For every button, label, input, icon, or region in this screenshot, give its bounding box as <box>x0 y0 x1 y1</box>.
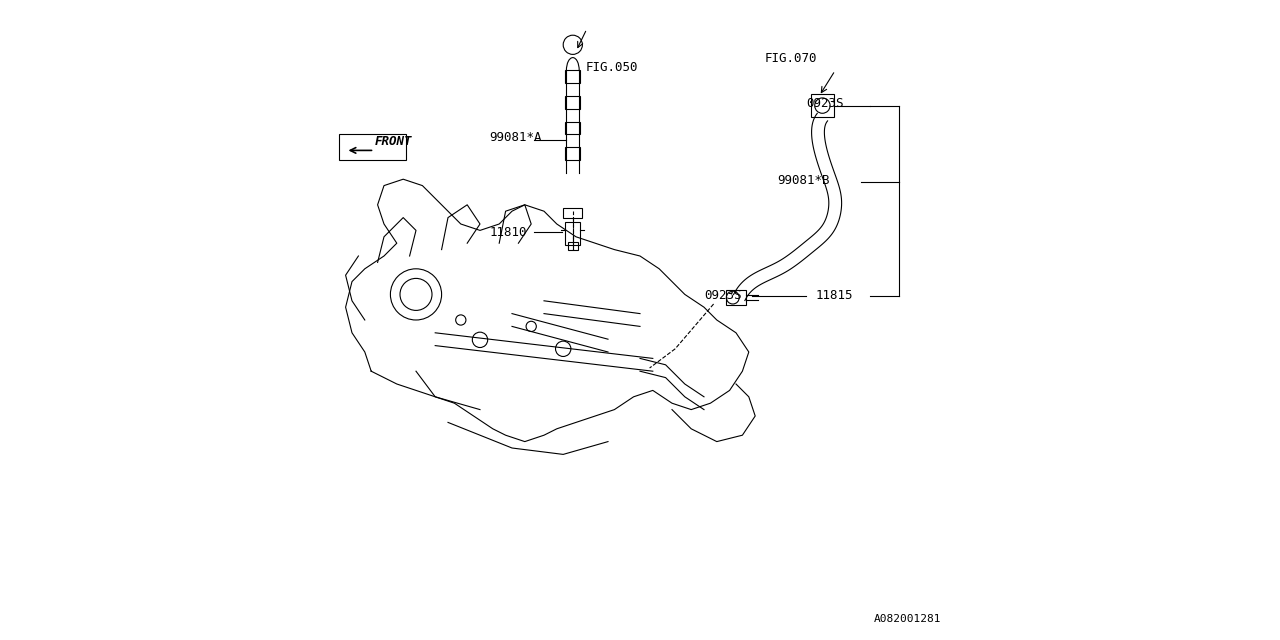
Text: FIG.070: FIG.070 <box>765 52 818 65</box>
Bar <box>566 222 581 245</box>
Bar <box>812 94 835 117</box>
Text: 0923S: 0923S <box>806 97 844 110</box>
Bar <box>727 290 745 305</box>
Text: FIG.050: FIG.050 <box>585 61 639 74</box>
Text: 11810: 11810 <box>490 226 527 239</box>
Bar <box>563 208 582 218</box>
Bar <box>568 242 579 250</box>
Bar <box>566 122 581 134</box>
Text: 11815: 11815 <box>817 289 854 302</box>
Bar <box>566 96 581 109</box>
Text: A082001281: A082001281 <box>873 614 941 624</box>
Bar <box>566 70 581 83</box>
Text: FRONT: FRONT <box>374 136 412 148</box>
Text: 99081*B: 99081*B <box>777 174 831 187</box>
Bar <box>566 147 581 160</box>
Bar <box>339 134 407 160</box>
Text: 99081*A: 99081*A <box>490 131 543 144</box>
Text: 0923S: 0923S <box>704 289 741 302</box>
